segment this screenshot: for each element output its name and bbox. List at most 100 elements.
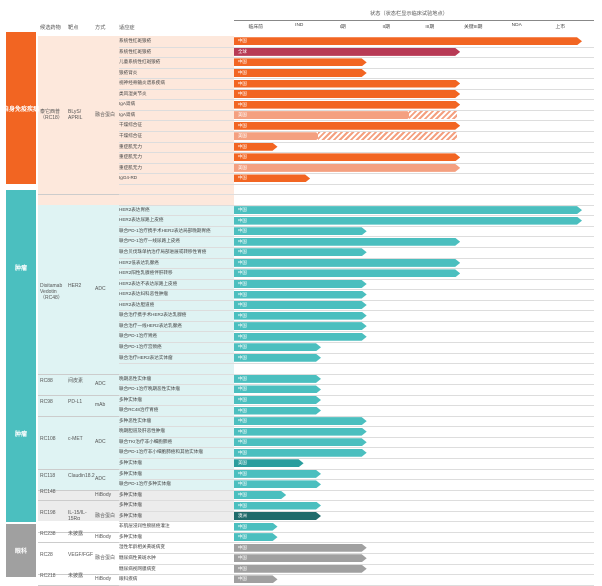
indication: HER2阳性乳腺癌伴肝转移 [119, 270, 173, 276]
bar-region-label: 美国 [238, 460, 247, 466]
pipeline-bar: 美国 [234, 459, 304, 467]
bar-region-label: 中国 [238, 312, 247, 318]
bar-region-label: 中国 [238, 397, 247, 402]
pipeline-bar: 美国 [234, 132, 321, 140]
row-divider [119, 225, 594, 227]
pipeline-bar: 中国 [234, 322, 367, 330]
modality: HiBody [95, 576, 112, 583]
indication: 多种恶性实体瘤 [119, 417, 152, 423]
row-divider [119, 247, 594, 248]
indication: HER2低表达乳腺癌 [119, 259, 159, 265]
row-divider [119, 289, 594, 291]
drug-name: RC218 [40, 573, 56, 580]
bar-region-label: 全球 [238, 48, 247, 54]
row-divider [119, 141, 594, 143]
indication: 联合贝伐珠单抗治疗局部进展或转移性胃癌 [119, 249, 207, 254]
pipeline-bar: 澳洲 [234, 512, 321, 520]
pipeline-bar: 中国 [234, 291, 367, 299]
indication: 联合PD-1治疗多种实体瘤 [119, 481, 171, 487]
indication: 糖尿病视网膜病变 [119, 565, 156, 571]
bar-region-label: 美国 [238, 164, 247, 170]
row-divider [119, 468, 594, 470]
pipeline-bar: 中国 [234, 533, 278, 541]
indication: 狼疮肾炎 [119, 69, 138, 75]
row-divider [119, 173, 594, 175]
stage-label: 临床前 [248, 25, 263, 30]
row-divider [119, 584, 594, 586]
row-divider [119, 268, 594, 270]
bar-region-label: 中国 [238, 302, 247, 308]
stage-label: III期 [425, 25, 435, 30]
indication: 联合PD-1治疗胃癌 [119, 333, 158, 339]
bar-region-label: 中国 [238, 280, 247, 286]
indication: HER2表达胆道癌 [119, 301, 155, 307]
row-divider [119, 299, 594, 301]
stage-label: IND [295, 23, 304, 28]
pipeline-bar: 中国 [234, 385, 321, 393]
row-divider [119, 363, 594, 365]
bar-region-label: 中国 [238, 69, 247, 75]
row-divider [119, 152, 594, 154]
stage-label: NDA [511, 23, 522, 28]
bar-region-label: 中国 [238, 175, 247, 181]
bar-region-label: 中国 [238, 238, 247, 244]
pipeline-bar: 美国 [234, 164, 460, 172]
row-divider [119, 78, 594, 80]
indication: 多种实体瘤 [119, 512, 142, 518]
drug-name: RC238 [40, 531, 56, 538]
bar-region-label: 中国 [238, 270, 247, 276]
indication: 干燥综合征 [119, 132, 142, 138]
target-name: BLyS/ APRIL [68, 109, 83, 122]
indication: 联合PD-1治疗一线尿路上皮癌 [119, 238, 180, 244]
drug-name: Disitamab Vedotin （RC48） [40, 283, 63, 302]
pipeline-bar: 中国 [234, 143, 278, 151]
pipeline-bar: 中国 [234, 174, 310, 182]
bar-region-label: 中国 [238, 491, 247, 497]
indication: 多种实体瘤 [119, 460, 142, 465]
bar-region-label: 中国 [238, 523, 247, 529]
pipeline-bar: 中国 [234, 396, 321, 404]
target-name: IL-15/IL- 15Rα [68, 510, 87, 523]
indication: 系统性红斑狼疮 [119, 38, 152, 43]
target-name: VEGF/FGF [68, 552, 93, 559]
row-divider [119, 183, 594, 185]
bar-region-label: 中国 [238, 143, 247, 149]
modality: HiBody [95, 534, 112, 541]
row-divider [119, 489, 594, 491]
bar-region-label: 中国 [238, 439, 247, 445]
row-divider [119, 426, 594, 428]
row-divider [119, 542, 594, 544]
drug-name: 泰它西普 （RC18） [40, 109, 63, 122]
indication: 多种实体瘤 [119, 470, 142, 476]
drug-name: RC88 [40, 378, 53, 385]
row-divider [119, 310, 594, 312]
pipeline-bar: 全球 [234, 48, 460, 56]
row-divider [119, 384, 594, 386]
section-band [38, 204, 234, 490]
indication: 重症肌无力 [119, 154, 142, 160]
column-header: 适应症 [119, 25, 135, 31]
row-divider [119, 341, 594, 343]
indication: 联合治疗HER2表达实体瘤 [119, 354, 173, 360]
bar-region-label: 中国 [238, 344, 247, 350]
indication: 系统性红斑狼疮 [119, 48, 152, 54]
indication: 重症肌无力 [119, 164, 142, 170]
pipeline-bar: 中国 [234, 80, 460, 88]
pipeline-bar: 美国 [234, 111, 412, 119]
pipeline-bar: 中国 [234, 343, 321, 351]
target-name: 未披露 [68, 573, 84, 580]
pipeline-bar: 中国 [234, 544, 367, 552]
row-divider [119, 278, 594, 280]
indication: HER2表达不表达尿路上皮癌 [119, 280, 178, 286]
pipeline-bar: 中国 [234, 523, 278, 531]
target-name: c-MET [68, 436, 83, 443]
bar-region-label: 中国 [238, 228, 247, 234]
indication: IgA肾病 [119, 101, 136, 107]
pipeline-bar: 中国 [234, 491, 286, 499]
bar-region-label: 中国 [238, 122, 247, 128]
bar-region-label: 中国 [238, 59, 247, 65]
stage-label: I期 [339, 25, 346, 30]
pipeline-bar: 中国 [234, 565, 367, 573]
hatch-extension [409, 111, 458, 120]
pipeline-bar: 中国 [234, 217, 582, 225]
